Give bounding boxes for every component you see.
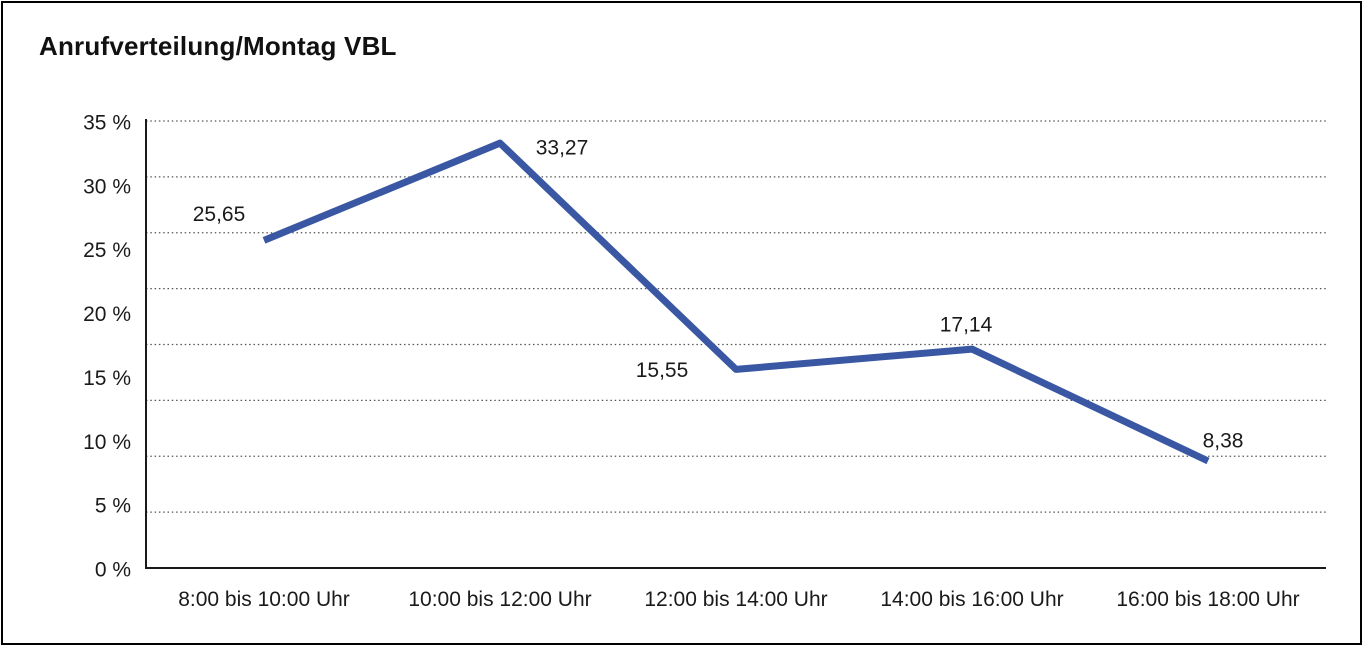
data-point-label: 8,38: [1203, 429, 1244, 452]
y-axis-label: 35 %: [83, 112, 131, 135]
y-axis-label: 30 %: [83, 175, 131, 198]
data-point-label: 17,14: [940, 314, 993, 337]
data-line: [262, 139, 1210, 465]
line-chart: 35 % 30 % 25 % 20 % 15 % 10 % 5 % 0 % 8:00 bis 1…: [83, 112, 1326, 611]
x-axis-label: 16:00 bis 18:00 Uhr: [1116, 588, 1299, 611]
y-axis-label: 10 %: [83, 431, 131, 454]
y-axis-label: 15 %: [83, 367, 131, 390]
y-axis-label: 5 %: [95, 495, 131, 518]
y-axis-label: 20 %: [83, 303, 131, 326]
y-axis-label: 25 %: [83, 239, 131, 262]
y-axis-label: 0 %: [95, 559, 131, 582]
chart-title: Anrufverteilung/Montag VBL: [39, 31, 397, 61]
x-axis-label: 8:00 bis 10:00 Uhr: [178, 588, 350, 611]
data-point-label: 25,65: [193, 203, 246, 226]
data-point-label: 15,55: [636, 359, 689, 382]
x-axis-label: 14:00 bis 16:00 Uhr: [880, 588, 1063, 611]
x-axis-label: 10:00 bis 12:00 Uhr: [408, 588, 591, 611]
data-point-label: 33,27: [536, 137, 589, 160]
x-axis-label: 12:00 bis 14:00 Uhr: [644, 588, 827, 611]
